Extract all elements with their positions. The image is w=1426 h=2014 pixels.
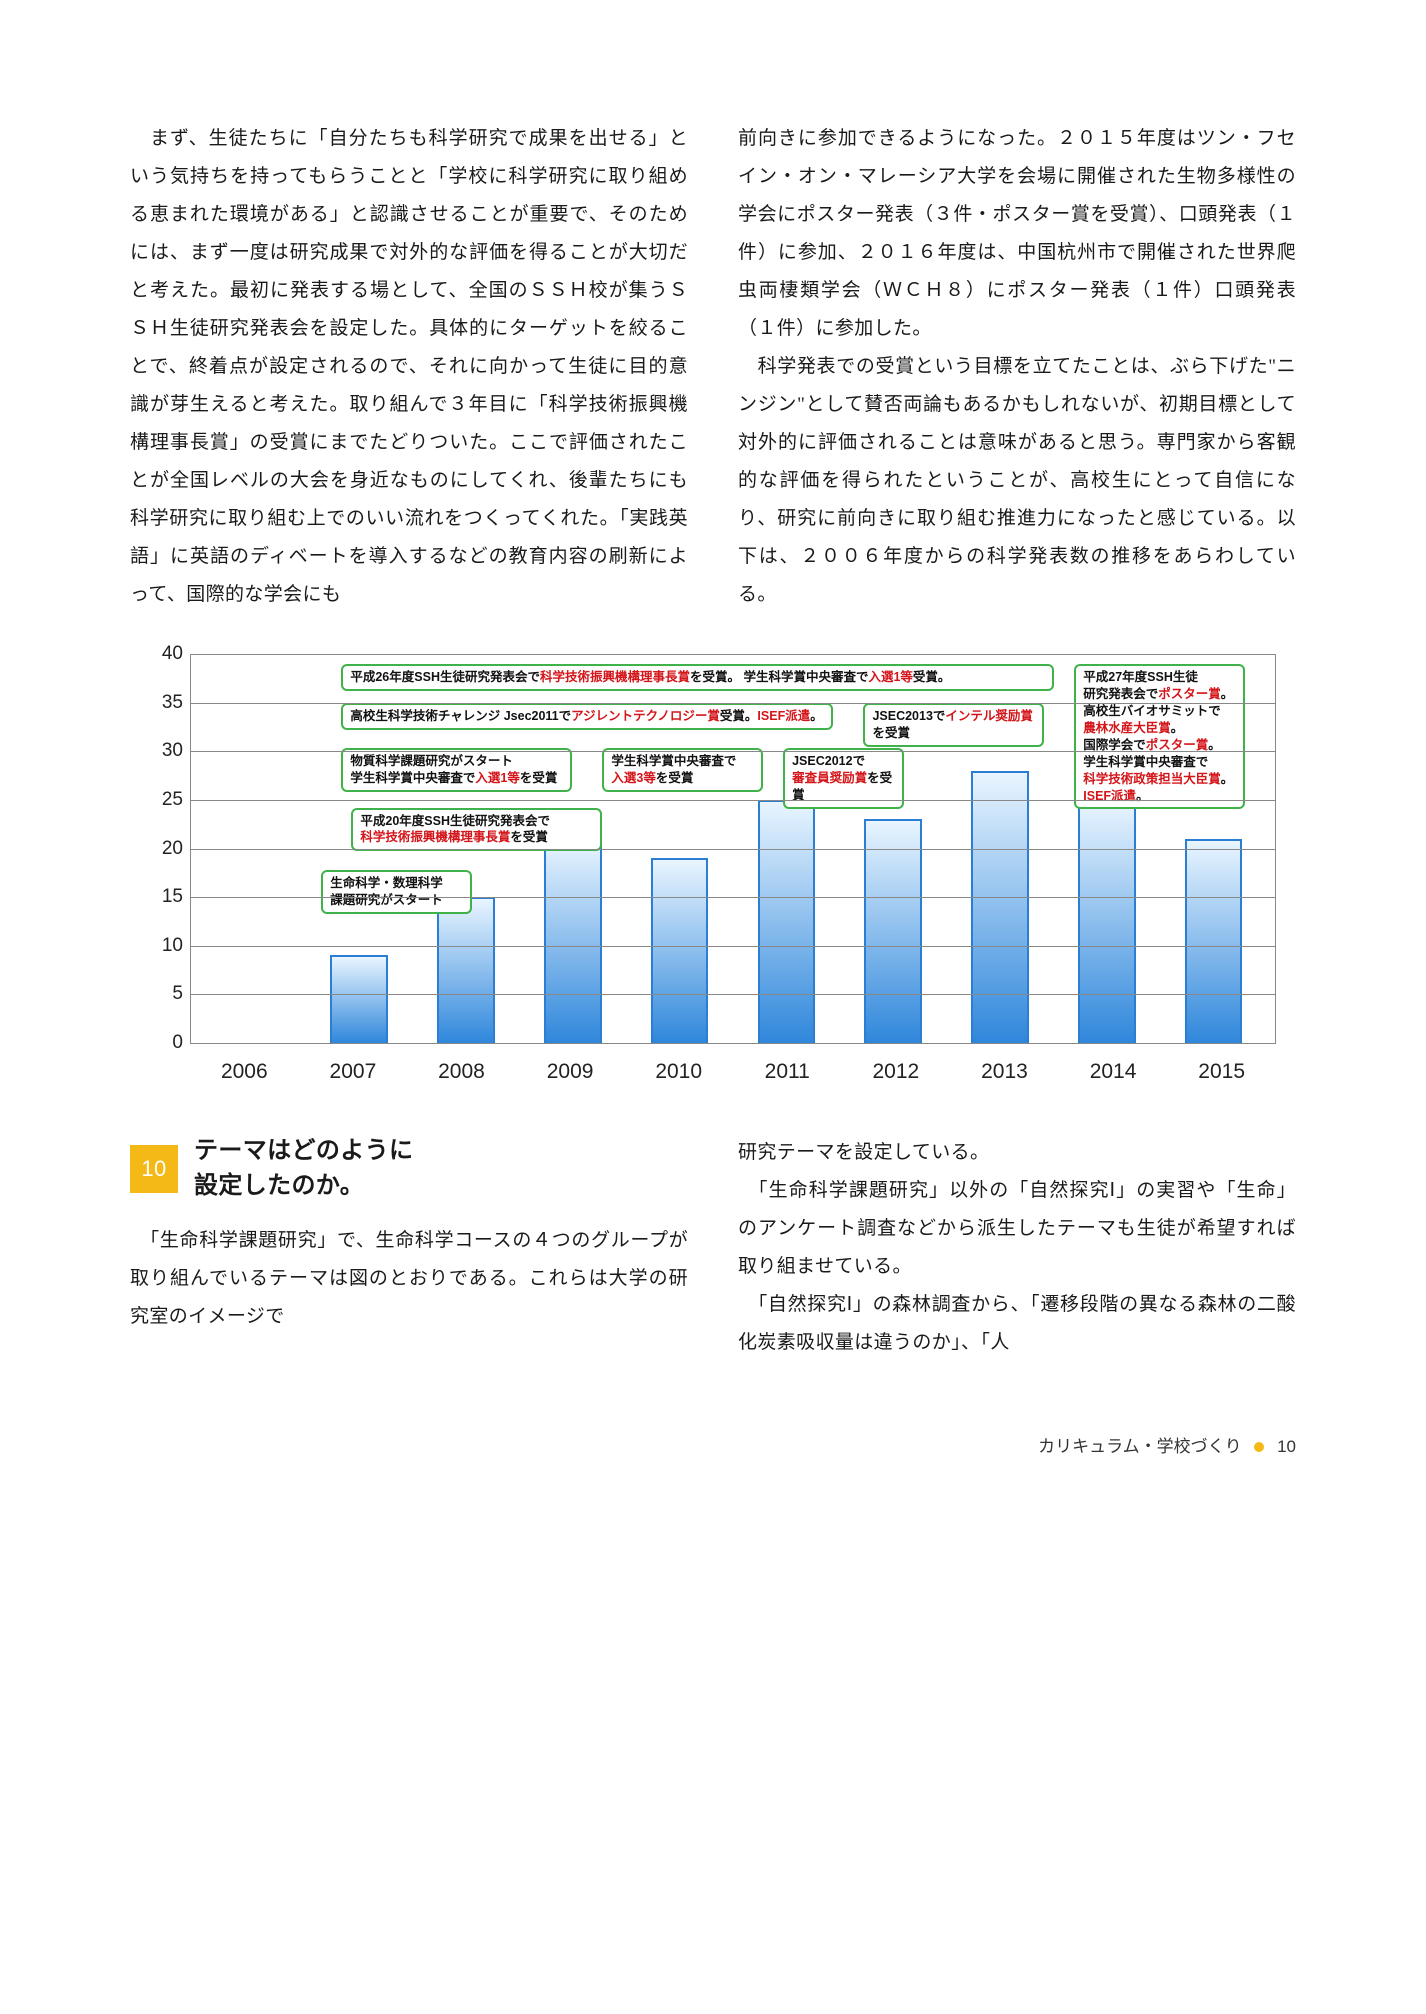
x-tick-label: 2011 bbox=[733, 1060, 842, 1084]
section-heading: 10 テーマはどのように 設定したのか。 bbox=[130, 1134, 688, 1204]
page-footer: カリキュラム・学校づくり 10 bbox=[130, 1432, 1296, 1457]
para: 「生命科学課題研究」で、生命科学コースの４つのグループが取り組んでいるテーマは図… bbox=[130, 1222, 688, 1336]
y-tick-label: 20 bbox=[143, 838, 183, 860]
x-tick-label: 2013 bbox=[950, 1060, 1059, 1084]
y-tick-label: 10 bbox=[143, 935, 183, 957]
para: 研究テーマを設定している。 bbox=[738, 1134, 1296, 1172]
x-tick-label: 2014 bbox=[1059, 1060, 1168, 1084]
bar bbox=[758, 800, 816, 1043]
gridline bbox=[191, 654, 1275, 655]
y-tick-label: 5 bbox=[143, 983, 183, 1005]
col-left: 10 テーマはどのように 設定したのか。 「生命科学課題研究」で、生命科学コース… bbox=[130, 1134, 688, 1362]
gridline bbox=[191, 703, 1275, 704]
body-section-10: 10 テーマはどのように 設定したのか。 「生命科学課題研究」で、生命科学コース… bbox=[130, 1134, 1296, 1362]
bar bbox=[1078, 800, 1136, 1043]
bar bbox=[437, 897, 495, 1043]
gridline bbox=[191, 800, 1275, 801]
y-tick-label: 15 bbox=[143, 886, 183, 908]
chart-area: 生命科学・数理科学課題研究がスタート平成20年度SSH生徒研究発表会で科学技術振… bbox=[130, 654, 1296, 1084]
col-left: まず、生徒たちに「自分たちも科学研究で成果を出せる」という気持ちを持ってもらうこ… bbox=[130, 120, 688, 614]
y-tick-label: 35 bbox=[143, 692, 183, 714]
gridline bbox=[191, 946, 1275, 947]
x-tick-label: 2015 bbox=[1167, 1060, 1276, 1084]
x-tick-label: 2007 bbox=[299, 1060, 408, 1084]
para: まず、生徒たちに「自分たちも科学研究で成果を出せる」という気持ちを持ってもらうこ… bbox=[130, 120, 688, 614]
section-title: テーマはどのように 設定したのか。 bbox=[194, 1134, 413, 1204]
presentations-bar-chart: 生命科学・数理科学課題研究がスタート平成20年度SSH生徒研究発表会で科学技術振… bbox=[130, 654, 1296, 1084]
section-title-line1: テーマはどのように bbox=[194, 1134, 413, 1169]
bar bbox=[330, 955, 388, 1043]
bar bbox=[544, 839, 602, 1043]
footer-dot-icon bbox=[1254, 1442, 1264, 1452]
x-tick-label: 2008 bbox=[407, 1060, 516, 1084]
para: 「自然探究Ⅰ」の森林調査から、「遷移段階の異なる森林の二酸化炭素吸収量は違うのか… bbox=[738, 1286, 1296, 1362]
bar bbox=[971, 771, 1029, 1043]
gridline bbox=[191, 751, 1275, 752]
gridline bbox=[191, 897, 1275, 898]
y-tick-label: 0 bbox=[143, 1032, 183, 1054]
para: 「生命科学課題研究」以外の「自然探究Ⅰ」の実習や「生命」のアンケート調査などから… bbox=[738, 1172, 1296, 1286]
x-tick-label: 2012 bbox=[842, 1060, 951, 1084]
gridline bbox=[191, 1043, 1275, 1044]
para: 科学発表での受賞という目標を立てたことは、ぶら下げた"ニンジン"として賛否両論も… bbox=[738, 348, 1296, 614]
para: 前向きに参加できるようになった。２０１５年度はツン・フセイン・オン・マレーシア大… bbox=[738, 120, 1296, 348]
x-axis-labels: 2006200720082009201020112012201320142015 bbox=[190, 1060, 1276, 1084]
page-number: 10 bbox=[1277, 1437, 1296, 1456]
col-right: 前向きに参加できるようになった。２０１５年度はツン・フセイン・オン・マレーシア大… bbox=[738, 120, 1296, 614]
bar bbox=[1185, 839, 1243, 1043]
gridline bbox=[191, 849, 1275, 850]
section-number-badge: 10 bbox=[130, 1145, 178, 1193]
body-upper: まず、生徒たちに「自分たちも科学研究で成果を出せる」という気持ちを持ってもらうこ… bbox=[130, 120, 1296, 614]
bar bbox=[864, 819, 922, 1043]
x-tick-label: 2010 bbox=[624, 1060, 733, 1084]
section-title-line2: 設定したのか。 bbox=[194, 1169, 413, 1204]
x-tick-label: 2009 bbox=[516, 1060, 625, 1084]
y-tick-label: 40 bbox=[143, 643, 183, 665]
x-tick-label: 2006 bbox=[190, 1060, 299, 1084]
plot-area: 生命科学・数理科学課題研究がスタート平成20年度SSH生徒研究発表会で科学技術振… bbox=[190, 654, 1276, 1044]
bar bbox=[651, 858, 709, 1043]
y-tick-label: 30 bbox=[143, 740, 183, 762]
footer-text: カリキュラム・学校づくり bbox=[1038, 1437, 1242, 1456]
col-right: 研究テーマを設定している。 「生命科学課題研究」以外の「自然探究Ⅰ」の実習や「生… bbox=[738, 1134, 1296, 1362]
y-tick-label: 25 bbox=[143, 789, 183, 811]
gridline bbox=[191, 994, 1275, 995]
